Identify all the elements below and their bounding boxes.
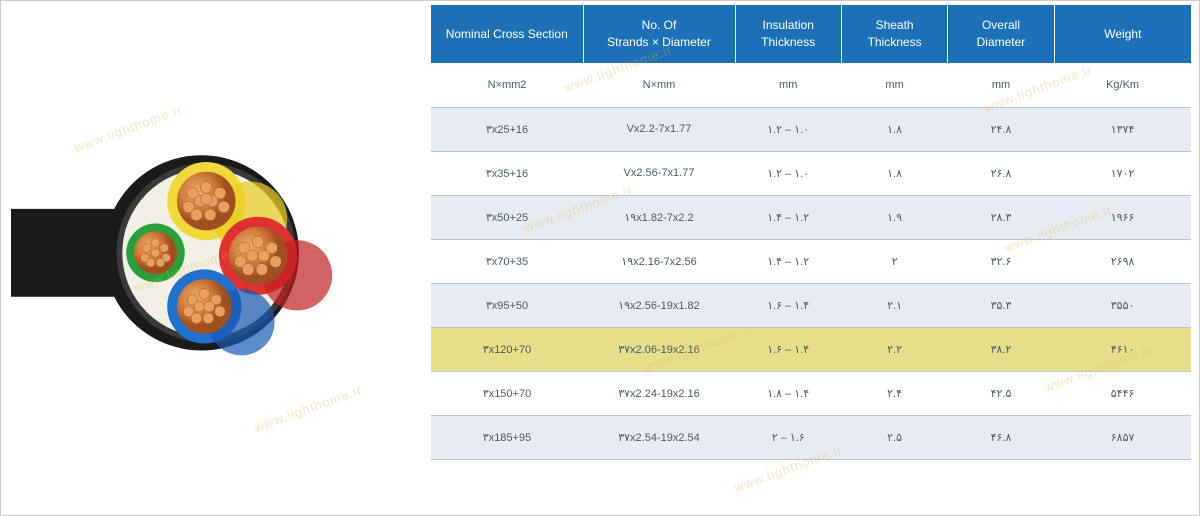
- table-row: ۳x70+35۱۹x2.16-7x2.56۱.۴ – ۱.۲۲۳۲.۶۲۶۹۸: [431, 239, 1191, 283]
- cable-image-panel: [1, 1, 431, 515]
- table-cell: N×mm: [583, 63, 735, 107]
- table-cell: ۲ – ۱.۶: [735, 415, 841, 459]
- table-cell: ۳x35+16: [431, 151, 583, 195]
- table-row: ۳x50+25۱۹x1.82-7x2.2۱.۴ – ۱.۲۱.۹۲۸.۳۱۹۶۶: [431, 195, 1191, 239]
- col-header-2: InsulationThickness: [735, 5, 841, 63]
- table-row: ۳x185+95۳۷x2.54-19x2.54۲ – ۱.۶۲.۵۴۶.۸۶۸۵…: [431, 415, 1191, 459]
- table-row: ۳x95+50۱۹x2.56-19x1.82۱.۶ – ۱.۴۲.۱۳۵.۳۳۵…: [431, 283, 1191, 327]
- table-cell: ۲۶.۸: [948, 151, 1054, 195]
- table-cell: ۲۶۹۸: [1054, 239, 1191, 283]
- table-cell: ۳x70+35: [431, 239, 583, 283]
- table-cell: ۱.۲ – ۱.۰: [735, 107, 841, 151]
- table-cell: ۱۹x2.56-19x1.82: [583, 283, 735, 327]
- table-cell: ۳۷x2.24-19x2.16: [583, 371, 735, 415]
- table-row: ۳x150+70۳۷x2.24-19x2.16۱.۸ – ۱.۴۲.۴۴۲.۵۵…: [431, 371, 1191, 415]
- table-cell: ۱.۶ – ۱.۴: [735, 327, 841, 371]
- table-cell: ۱.۴ – ۱.۲: [735, 239, 841, 283]
- table-body: N×mm2N×mmmmmmmmKg/Km۳x25+16Vx2.2-7x1.77۱…: [431, 63, 1191, 459]
- table-cell: ۳۵۵۰: [1054, 283, 1191, 327]
- table-cell: Vx2.2-7x1.77: [583, 107, 735, 151]
- table-row: N×mm2N×mmmmmmmmKg/Km: [431, 63, 1191, 107]
- table-cell: ۱.۹: [841, 195, 947, 239]
- col-header-4: OverallDiameter: [948, 5, 1054, 63]
- table-cell: ۱.۶ – ۱.۴: [735, 283, 841, 327]
- spec-table: Nominal Cross SectionNo. OfStrands × Dia…: [431, 5, 1191, 460]
- table-cell: ۳۸.۲: [948, 327, 1054, 371]
- spec-table-panel: Nominal Cross SectionNo. OfStrands × Dia…: [431, 1, 1199, 515]
- table-cell: ۵۴۴۶: [1054, 371, 1191, 415]
- table-cell: ۱۹x1.82-7x2.2: [583, 195, 735, 239]
- table-cell: ۳x150+70: [431, 371, 583, 415]
- col-header-3: SheathThickness: [841, 5, 947, 63]
- table-cell: ۳x95+50: [431, 283, 583, 327]
- table-cell: ۳۷x2.06-19x2.16: [583, 327, 735, 371]
- table-cell: ۱.۲ – ۱.۰: [735, 151, 841, 195]
- table-cell: ۳x120+70: [431, 327, 583, 371]
- table-cell: ۱.۴ – ۱.۲: [735, 195, 841, 239]
- table-cell: ۲۸.۳: [948, 195, 1054, 239]
- table-cell: ۱۹۶۶: [1054, 195, 1191, 239]
- table-cell: N×mm2: [431, 63, 583, 107]
- table-cell: ۲۴.۸: [948, 107, 1054, 151]
- table-cell: ۶۸۵۷: [1054, 415, 1191, 459]
- col-header-0: Nominal Cross Section: [431, 5, 583, 63]
- table-header: Nominal Cross SectionNo. OfStrands × Dia…: [431, 5, 1191, 63]
- table-cell: ۲: [841, 239, 947, 283]
- table-row: ۳x25+16Vx2.2-7x1.77۱.۲ – ۱.۰۱.۸۲۴.۸۱۳۷۴: [431, 107, 1191, 151]
- table-cell: ۳۷x2.54-19x2.54: [583, 415, 735, 459]
- table-cell: ۱.۸: [841, 151, 947, 195]
- table-cell: ۴۶۱۰: [1054, 327, 1191, 371]
- table-cell: mm: [735, 63, 841, 107]
- col-header-1: No. OfStrands × Diameter: [583, 5, 735, 63]
- table-cell: ۴۶.۸: [948, 415, 1054, 459]
- table-cell: ۲.۱: [841, 283, 947, 327]
- table-row: ۳x120+70۳۷x2.06-19x2.16۱.۶ – ۱.۴۲.۲۳۸.۲۴…: [431, 327, 1191, 371]
- table-cell: ۱.۸: [841, 107, 947, 151]
- table-row: ۳x35+16Vx2.56-7x1.77۱.۲ – ۱.۰۱.۸۲۶.۸۱۷۰۲: [431, 151, 1191, 195]
- table-cell: Kg/Km: [1054, 63, 1191, 107]
- table-cell: mm: [948, 63, 1054, 107]
- table-cell: ۳۵.۳: [948, 283, 1054, 327]
- table-cell: ۱۷۰۲: [1054, 151, 1191, 195]
- table-cell: ۲.۲: [841, 327, 947, 371]
- table-cell: Vx2.56-7x1.77: [583, 151, 735, 195]
- table-cell: ۲.۵: [841, 415, 947, 459]
- table-cell: ۴۲.۵: [948, 371, 1054, 415]
- table-cell: mm: [841, 63, 947, 107]
- cable-illustration: [11, 82, 421, 433]
- table-cell: ۳x25+16: [431, 107, 583, 151]
- table-cell: ۲.۴: [841, 371, 947, 415]
- table-cell: ۳x50+25: [431, 195, 583, 239]
- table-cell: ۱.۸ – ۱.۴: [735, 371, 841, 415]
- col-header-5: Weight: [1054, 5, 1191, 63]
- table-cell: ۳x185+95: [431, 415, 583, 459]
- table-cell: ۱۳۷۴: [1054, 107, 1191, 151]
- table-cell: ۱۹x2.16-7x2.56: [583, 239, 735, 283]
- table-cell: ۳۲.۶: [948, 239, 1054, 283]
